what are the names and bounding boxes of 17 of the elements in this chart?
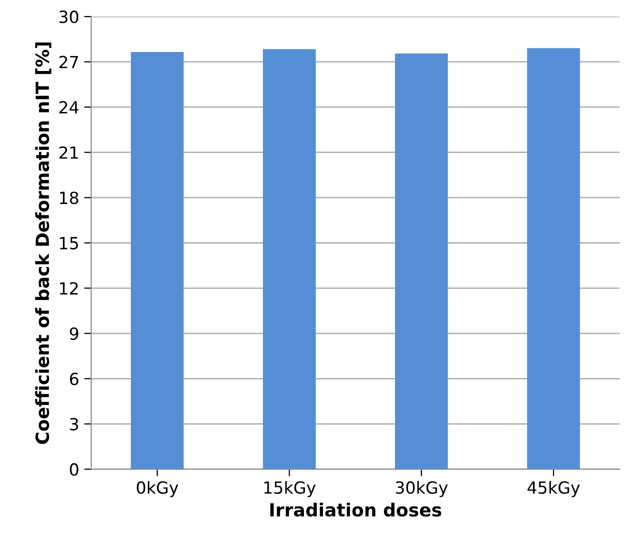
y-tick-label: 24 <box>59 101 78 114</box>
x-tick-label: 0kGy <box>136 481 178 498</box>
y-tick-label: 12 <box>60 282 78 294</box>
y-tick-label: 9 <box>70 327 78 340</box>
y-tick-label: 6 <box>70 372 78 386</box>
y-tick-label: 18 <box>60 192 78 204</box>
y-tick-label: 27 <box>59 56 78 68</box>
y-tick-label: 21 <box>59 146 78 159</box>
y-tick-label: 30 <box>59 10 78 24</box>
x-tick-label: 45kGy <box>528 481 580 498</box>
x-axis-title: Irradiation doses <box>270 502 442 517</box>
y-tick-label: 3 <box>70 418 78 431</box>
y-tick-label: 0 <box>70 463 78 476</box>
y-axis-title: Coefficient of back Deformation nIT [%] <box>35 42 52 444</box>
y-tick-label: 15 <box>60 237 78 250</box>
x-tick-label: 15kGy <box>264 481 316 498</box>
x-tick-label: 30kGy <box>396 481 448 498</box>
